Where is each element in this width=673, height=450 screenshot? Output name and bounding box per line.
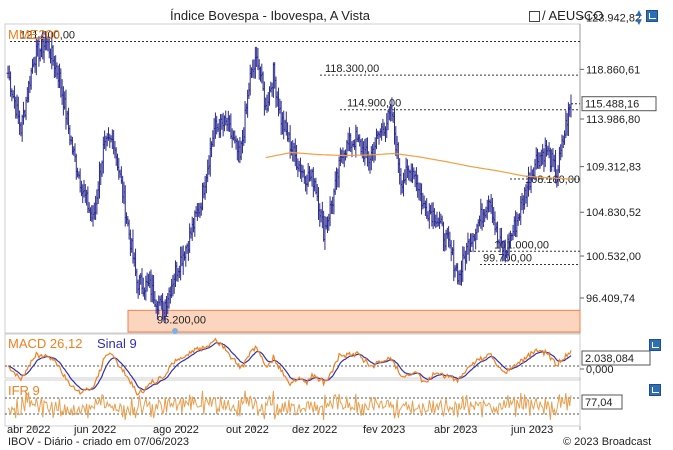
rsi-value-label: 77,04 (585, 397, 613, 409)
macd-zero-label: 0,000 (586, 364, 614, 376)
y-tick-label: 118.860,61 (586, 64, 640, 76)
x-tick-label: dez 2022 (292, 424, 337, 436)
x-tick-label: ago 2022 (153, 424, 199, 436)
support-zone-label: 95.200,00 (157, 314, 206, 326)
support-zone-marker (172, 328, 178, 334)
macd-value-box (581, 350, 651, 366)
ema200-line (265, 151, 571, 180)
footer-info: IBOV - Diário - criado em 07/06/2023 (8, 436, 189, 448)
chart-title: Índice Bovespa - Ibovespa, A Vista (170, 8, 370, 23)
macd-settings-icon[interactable] (649, 339, 661, 351)
updown-arrows-icon[interactable]: ▲ ▼ (634, 8, 644, 28)
last-price-label: 115.488,16 (585, 99, 639, 111)
level-label: 114.900,00 (347, 98, 401, 110)
rsi-line (7, 390, 572, 421)
ema-label: MME200 (8, 27, 61, 42)
last-price-box (581, 96, 657, 112)
x-tick-label: abr 2023 (434, 424, 477, 436)
macd-line (7, 337, 572, 396)
support-zone (127, 309, 581, 333)
signal-label: Sinal 9 (97, 336, 137, 351)
rsi-panel-frame (4, 379, 581, 427)
price-panel-frame (4, 23, 581, 334)
x-tick-label: fev 2023 (363, 424, 405, 436)
y-tick-label: 100.532,00 (586, 251, 641, 263)
x-tick-label: jun 2023 (510, 424, 553, 436)
x-tick-label: jun 2022 (73, 424, 116, 436)
level-label: 118.300,00 (325, 63, 379, 75)
macd-panel-frame (4, 333, 581, 379)
y-tick-label: 123.942,82 (586, 13, 641, 25)
compare-label: / AEUSCO (542, 8, 604, 23)
x-tick-label: abr 2022 (7, 424, 50, 436)
macd-label: MACD 26,12 (8, 336, 83, 351)
y-tick-label: 104.830,52 (586, 207, 641, 219)
rsi-label: IFR 9 (8, 383, 40, 398)
rsi-value-box (581, 394, 623, 410)
macd-value-label: 2.038,084 (585, 353, 634, 365)
settings-icon[interactable] (646, 10, 658, 22)
y-tick-label: 96.409,74 (586, 293, 635, 305)
footer-copyright: © 2023 Broadcast (563, 436, 652, 448)
level-label: 121.600,00 (20, 29, 75, 41)
ohlc-series (6, 30, 573, 323)
x-tick-label: out 2022 (226, 424, 269, 436)
rsi-settings-icon[interactable] (649, 384, 661, 396)
y-tick-label: 113.986,80 (586, 114, 640, 126)
signal-line (7, 342, 572, 391)
compare-checkbox[interactable] (529, 11, 540, 22)
y-tick-label: 109.312,83 (586, 162, 641, 174)
